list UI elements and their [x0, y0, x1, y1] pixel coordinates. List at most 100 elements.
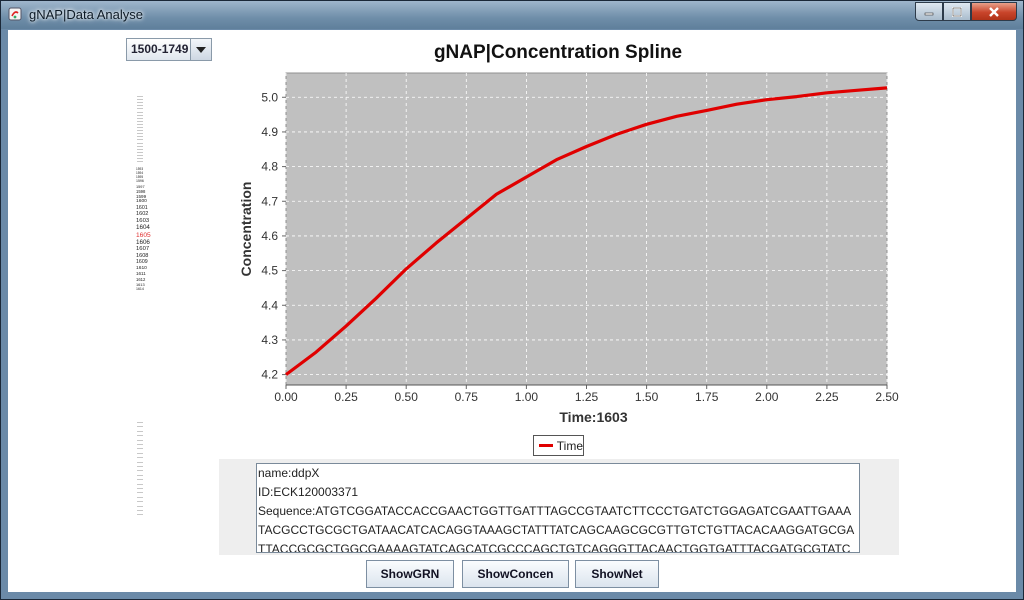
y-tick-label: 4.3 [261, 333, 278, 347]
close-button[interactable] [971, 2, 1017, 21]
list-tick [137, 430, 143, 432]
timepoint-item[interactable]: 1596 [136, 179, 144, 184]
show-concen-button[interactable]: ShowConcen [462, 560, 569, 588]
timepoint-item[interactable]: 1601 [136, 204, 148, 211]
y-tick-label: 5.0 [261, 90, 278, 104]
x-tick-label: 2.00 [755, 390, 779, 404]
x-tick-label: 1.75 [695, 390, 719, 404]
close-icon [989, 6, 999, 17]
range-select-value: 1500-1749 [131, 42, 189, 56]
x-tick-label: 1.00 [515, 390, 539, 404]
x-tick-label: 1.50 [635, 390, 659, 404]
timepoint-item[interactable]: 1603 [136, 217, 150, 224]
series-line-time [285, 86, 888, 376]
list-tick [137, 479, 143, 481]
y-tick-label: 4.2 [261, 368, 278, 382]
app-icon [8, 7, 22, 21]
list-tick [137, 161, 143, 163]
y-tick-label: 4.7 [261, 194, 278, 208]
list-tick [137, 448, 143, 450]
minimize-button[interactable] [915, 2, 943, 21]
y-tick-label: 4.8 [261, 160, 278, 174]
list-tick [137, 452, 143, 454]
timepoint-item[interactable]: 1593 [136, 167, 144, 171]
list-tick [137, 127, 143, 128]
list-tick [137, 474, 143, 476]
gene-info-panel: name:ddpX ID:ECK120003371 Sequence:ATGTC… [219, 459, 899, 555]
show-grn-button[interactable]: ShowGRN [366, 560, 454, 588]
timepoint-item[interactable]: 1608 [136, 252, 149, 259]
show-net-button[interactable]: ShowNet [575, 560, 659, 588]
content-area: 1500-1749 1593 1594 1595 1596 1597 1598 1599 16… [8, 30, 1016, 592]
list-tick [137, 435, 143, 437]
legend-label: Time [556, 438, 583, 453]
chart-legend: Time [533, 435, 584, 456]
timepoint-item[interactable]: 1606 [136, 239, 150, 246]
list-tick [137, 111, 143, 113]
list-tick [137, 466, 143, 467]
list-tick [137, 108, 143, 110]
list-tick [137, 148, 143, 150]
timepoint-item[interactable]: 1612 [136, 276, 146, 282]
list-tick [137, 510, 143, 511]
legend-swatch [539, 444, 553, 447]
y-tick-label: 4.9 [261, 125, 278, 139]
timepoint-item[interactable]: 1600 [136, 199, 147, 205]
x-tick-label: 2.50 [875, 390, 899, 404]
x-tick-label: 0.75 [455, 390, 479, 404]
list-tick [137, 488, 143, 489]
y-tick-label: 4.5 [261, 264, 278, 278]
sequence-line: TTACCGCGCTGGCGAAAAGTATCAGCATCGCCCAGCTGTC… [258, 542, 851, 553]
timepoint-item[interactable]: 1595 [136, 175, 144, 180]
maximize-button[interactable] [943, 2, 971, 21]
list-tick [137, 426, 143, 428]
window-controls [915, 2, 1017, 21]
list-tick [137, 470, 143, 472]
sequence-line: TACGCCTGCGCTGATAACATCACAGGTAAAGCTATTTATC… [258, 523, 855, 537]
list-tick [137, 154, 143, 156]
timepoint-item[interactable]: 1599 [136, 193, 147, 199]
x-tick-label: 0.00 [274, 390, 298, 404]
x-tick-label: 0.25 [334, 390, 358, 404]
timepoint-item[interactable]: 1605 [136, 231, 151, 239]
gene-name-line: name:ddpX [258, 466, 320, 480]
list-tick [137, 483, 143, 485]
timepoint-list[interactable]: 1593 1594 1595 1596 1597 1598 1599 1600 1601 1602… [134, 96, 162, 520]
list-tick [137, 142, 143, 144]
timepoint-item[interactable]: 1597 [136, 183, 145, 189]
timepoint-item[interactable]: 1604 [136, 224, 150, 232]
list-tick [137, 136, 143, 138]
list-tick [137, 444, 143, 445]
timepoint-item[interactable]: 1607 [136, 246, 150, 253]
timepoint-item[interactable]: 1610 [136, 265, 147, 271]
timepoint-item[interactable]: 1598 [136, 188, 146, 194]
sequence-line: Sequence:ATGTCGGATACCACCGAACTGGTTGATTTAG… [258, 504, 852, 518]
title-bar[interactable]: gNAP|Data Analyse [1, 1, 1023, 29]
list-tick [137, 120, 143, 122]
list-tick [137, 102, 143, 104]
list-tick [137, 145, 143, 147]
maximize-icon [952, 6, 962, 17]
chart-title: gNAP|Concentration Spline [433, 42, 683, 63]
y-tick-label: 4.6 [261, 229, 278, 243]
timepoint-item[interactable]: 1614 [136, 286, 144, 291]
timepoint-item[interactable]: 1613 [136, 281, 145, 287]
timepoint-item[interactable]: 1611 [136, 271, 146, 277]
timepoint-item[interactable]: 1602 [136, 211, 149, 218]
dropdown-button[interactable] [190, 39, 211, 60]
range-select[interactable]: 1500-1749 [126, 38, 212, 61]
list-tick [137, 99, 143, 101]
chevron-down-icon [196, 46, 206, 53]
minimize-icon [924, 12, 934, 15]
list-tick [137, 496, 143, 498]
x-tick-label: 0.50 [395, 390, 419, 404]
gene-info-textarea[interactable]: name:ddpX ID:ECK120003371 Sequence:ATGTC… [256, 463, 860, 553]
list-tick [137, 130, 143, 132]
list-tick [137, 461, 143, 463]
list-tick [137, 492, 143, 494]
list-tick [137, 514, 143, 516]
list-tick [137, 139, 143, 141]
list-tick [137, 457, 143, 459]
timepoint-item[interactable]: 1594 [136, 171, 144, 176]
timepoint-item[interactable]: 1609 [136, 259, 148, 266]
